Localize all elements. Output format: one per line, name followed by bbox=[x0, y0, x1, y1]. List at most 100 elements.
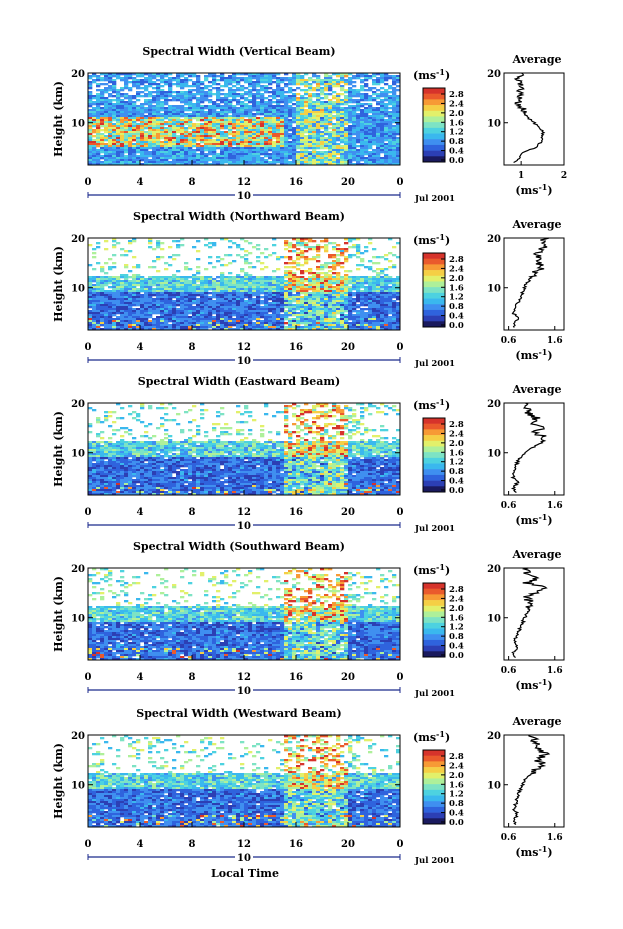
heatmap-cell bbox=[96, 89, 101, 92]
heatmap-cell bbox=[104, 310, 109, 313]
heatmap-cell bbox=[148, 101, 153, 104]
heatmap-cell bbox=[168, 149, 173, 152]
heatmap-cell bbox=[256, 151, 261, 154]
heatmap-cell bbox=[328, 85, 333, 88]
heatmap-cell bbox=[392, 87, 397, 90]
heatmap-cell bbox=[148, 296, 153, 299]
heatmap-cell bbox=[220, 300, 225, 303]
heatmap-cell bbox=[368, 139, 373, 142]
heatmap-cell bbox=[344, 117, 349, 120]
heatmap-cell bbox=[212, 127, 217, 130]
heatmap-cell bbox=[304, 262, 309, 265]
heatmap-cell bbox=[372, 123, 377, 126]
heatmap-cell bbox=[220, 89, 225, 92]
heatmap-cell bbox=[128, 157, 133, 160]
heatmap-cell bbox=[376, 101, 381, 104]
heatmap-cell bbox=[220, 117, 225, 120]
heatmap-cell bbox=[264, 266, 269, 269]
y-tick-label: 10 bbox=[71, 119, 85, 130]
heatmap-cell bbox=[88, 304, 93, 307]
heatmap-cell bbox=[100, 129, 105, 132]
heatmap-cell bbox=[312, 123, 317, 126]
heatmap-cell bbox=[296, 139, 301, 142]
heatmap-cell bbox=[156, 157, 161, 160]
heatmap-cell bbox=[232, 163, 237, 166]
heatmap-cell bbox=[396, 302, 401, 305]
heatmap-cell bbox=[248, 111, 253, 114]
panel-1: Spectral Width (Vertical Beam)Height (km… bbox=[52, 45, 567, 204]
heatmap-cell bbox=[124, 308, 129, 311]
heatmap-cell bbox=[172, 95, 177, 98]
heatmap-cell bbox=[172, 113, 177, 116]
heatmap-cell bbox=[240, 153, 245, 156]
heatmap-cell bbox=[364, 129, 369, 132]
heatmap-cell bbox=[144, 125, 149, 128]
heatmap-cell bbox=[172, 143, 177, 146]
heatmap-cell bbox=[168, 123, 173, 126]
heatmap-cell bbox=[328, 290, 333, 293]
heatmap-cell bbox=[308, 121, 313, 124]
heatmap-cell bbox=[304, 280, 309, 283]
heatmap-cell bbox=[348, 159, 353, 162]
heatmap-cell bbox=[104, 143, 109, 146]
heatmap-cell bbox=[272, 304, 277, 307]
heatmap-cell bbox=[368, 278, 373, 281]
heatmap-cell bbox=[352, 117, 357, 120]
heatmap-cell bbox=[192, 246, 197, 249]
heatmap-cell bbox=[320, 300, 325, 303]
heatmap-cell bbox=[332, 308, 337, 311]
heatmap-cell bbox=[384, 97, 389, 100]
heatmap-cell bbox=[192, 141, 197, 144]
heatmap-cell bbox=[216, 105, 221, 108]
heatmap-cell bbox=[196, 117, 201, 120]
heatmap-cell bbox=[156, 103, 161, 106]
heatmap-cell bbox=[376, 79, 381, 82]
heatmap-cell bbox=[244, 262, 249, 265]
heatmap-cell bbox=[328, 83, 333, 86]
heatmap-cell bbox=[156, 155, 161, 158]
heatmap-cell bbox=[348, 101, 353, 104]
heatmap-cell bbox=[132, 147, 137, 150]
heatmap-cell bbox=[328, 79, 333, 82]
heatmap-cell bbox=[144, 296, 149, 299]
heatmap-cell bbox=[248, 161, 253, 164]
heatmap-cell bbox=[192, 143, 197, 146]
heatmap-cell bbox=[204, 99, 209, 102]
heatmap-cell bbox=[252, 294, 257, 297]
heatmap-cell bbox=[124, 83, 129, 86]
heatmap-cell bbox=[116, 89, 121, 92]
heatmap-cell bbox=[116, 147, 121, 150]
heatmap-cell bbox=[200, 294, 205, 297]
heatmap-cell bbox=[352, 139, 357, 142]
heatmap-cell bbox=[116, 149, 121, 152]
heatmap-cell bbox=[104, 294, 109, 297]
heatmap-cell bbox=[160, 103, 165, 106]
heatmap-cell bbox=[164, 151, 169, 154]
heatmap-cell bbox=[296, 288, 301, 291]
heatmap-cell bbox=[280, 163, 285, 166]
heatmap-cell bbox=[280, 278, 285, 281]
heatmap-cell bbox=[300, 89, 305, 92]
heatmap-cell bbox=[356, 153, 361, 156]
heatmap-cell bbox=[184, 97, 189, 100]
heatmap-cell bbox=[92, 306, 97, 309]
heatmap-cell bbox=[376, 115, 381, 118]
heatmap-cell bbox=[172, 119, 177, 122]
heatmap-cell bbox=[292, 250, 297, 253]
heatmap-cell bbox=[336, 248, 341, 251]
heatmap-cell bbox=[340, 149, 345, 152]
heatmap-cell bbox=[120, 306, 125, 309]
colorbar-swatch bbox=[423, 122, 445, 129]
heatmap-cell bbox=[180, 105, 185, 108]
heatmap-cell bbox=[392, 145, 397, 148]
heatmap-cell bbox=[248, 139, 253, 142]
heatmap-cell bbox=[396, 97, 401, 100]
heatmap-cell bbox=[252, 93, 257, 96]
heatmap-cell bbox=[368, 312, 373, 315]
heatmap-cell bbox=[144, 135, 149, 138]
colorbar-swatch bbox=[423, 99, 445, 106]
heatmap-cell bbox=[208, 163, 213, 166]
heatmap-cell bbox=[132, 101, 137, 104]
heatmap-cell bbox=[148, 81, 153, 84]
